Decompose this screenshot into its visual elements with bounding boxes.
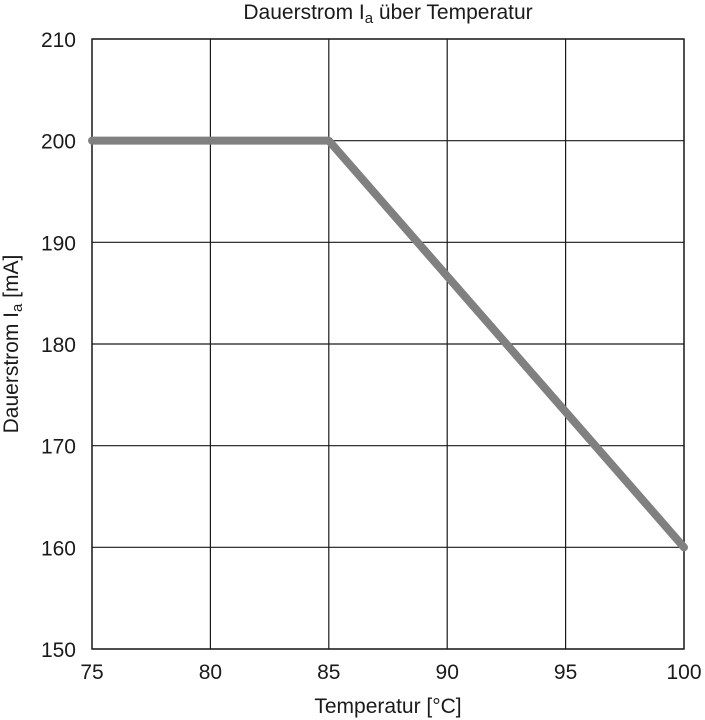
x-axis-label: Temperatur [°C] xyxy=(314,695,461,718)
x-tick-label-85: 85 xyxy=(317,661,340,684)
y-tick-label-160: 160 xyxy=(41,537,76,560)
series-layer xyxy=(88,136,688,552)
y-tick-label-210: 210 xyxy=(41,29,76,52)
x-tick-label-95: 95 xyxy=(554,661,577,684)
x-tick-label-90: 90 xyxy=(436,661,459,684)
x-tick-labels: 75 80 85 90 95 100 xyxy=(80,661,701,684)
y-tick-label-200: 200 xyxy=(41,131,76,154)
y-tick-label-170: 170 xyxy=(41,436,76,459)
chart-title: Dauerstrom Ia über Temperatur xyxy=(243,1,532,27)
chart-title-main: Dauerstrom I xyxy=(243,1,364,24)
y-axis-label-main: Dauerstrom I xyxy=(0,312,23,433)
grid xyxy=(91,38,685,650)
y-tick-labels: 150 160 170 180 190 200 210 xyxy=(41,29,76,662)
y-tick-label-150: 150 xyxy=(41,639,76,662)
series-line-0 xyxy=(88,136,688,552)
chart-title-subscript: a xyxy=(365,10,374,27)
plot-frame xyxy=(91,38,685,650)
x-tick-label-100: 100 xyxy=(666,661,701,684)
y-tick-label-180: 180 xyxy=(41,334,76,357)
chart-title-rest: über Temperatur xyxy=(373,1,533,24)
y-axis-label-rest: [mA] xyxy=(0,255,23,304)
y-axis-label: Dauerstrom Ia [mA] xyxy=(0,255,26,434)
x-tick-label-75: 75 xyxy=(80,661,103,684)
y-tick-label-190: 190 xyxy=(41,232,76,255)
x-tick-label-80: 80 xyxy=(199,661,222,684)
y-axis-label-subscript: a xyxy=(9,303,26,312)
